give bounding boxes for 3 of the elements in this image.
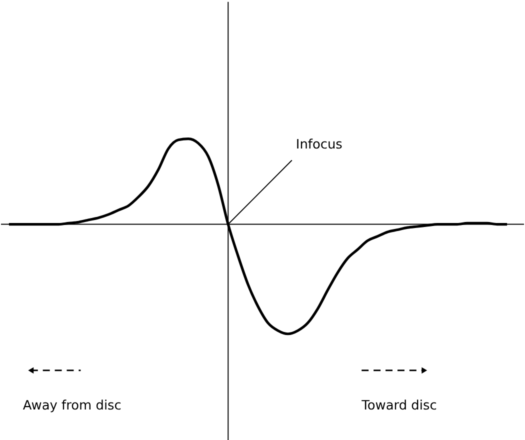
text: Toward disc (360, 398, 437, 414)
annotation: Infocus (296, 137, 343, 152)
text: Away from disc (22, 398, 122, 414)
